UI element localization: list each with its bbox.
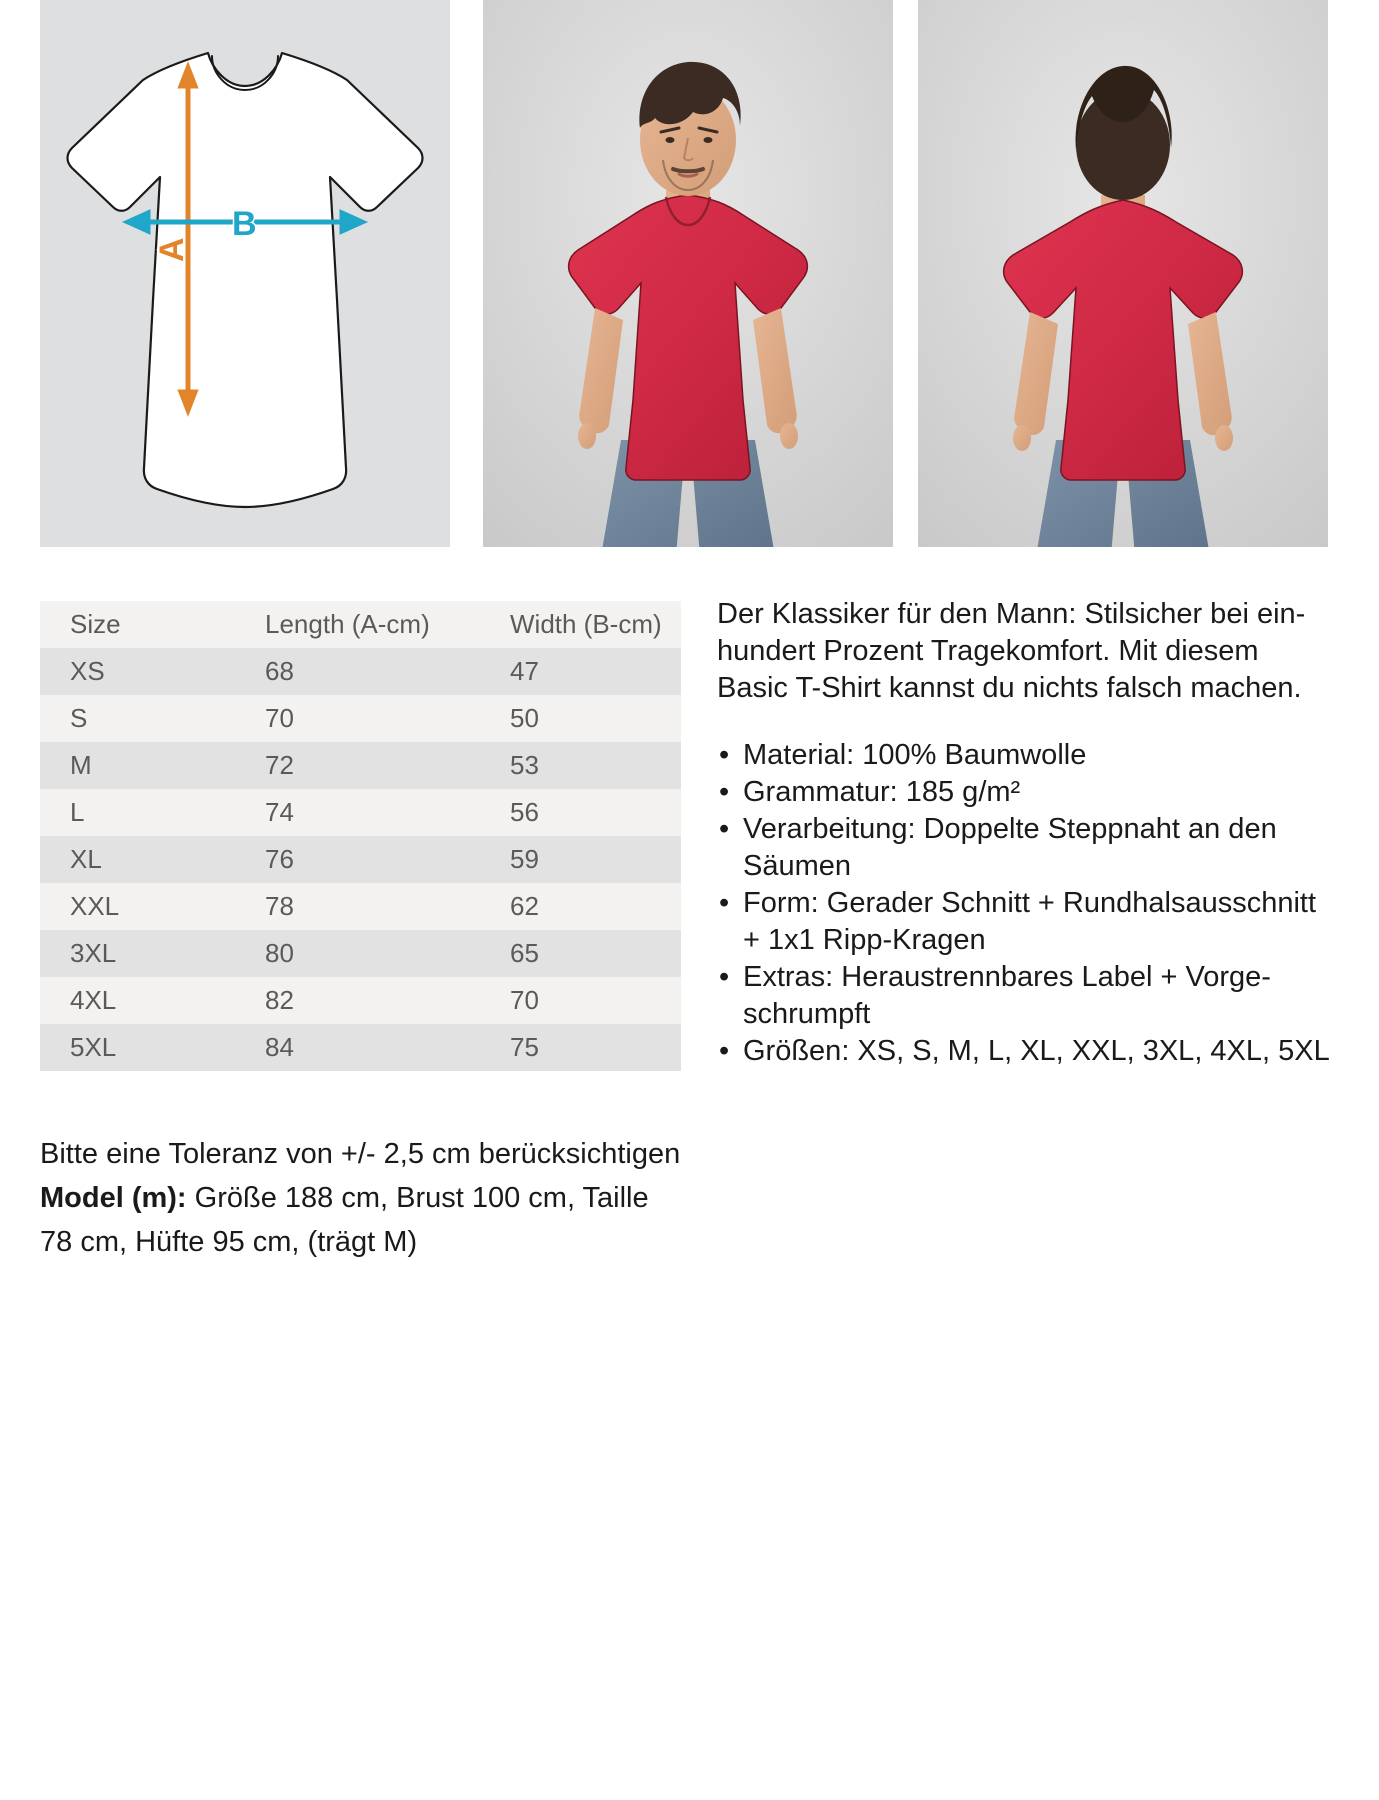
svg-text:B: B [232,205,257,243]
svg-text:A: A [153,237,191,262]
